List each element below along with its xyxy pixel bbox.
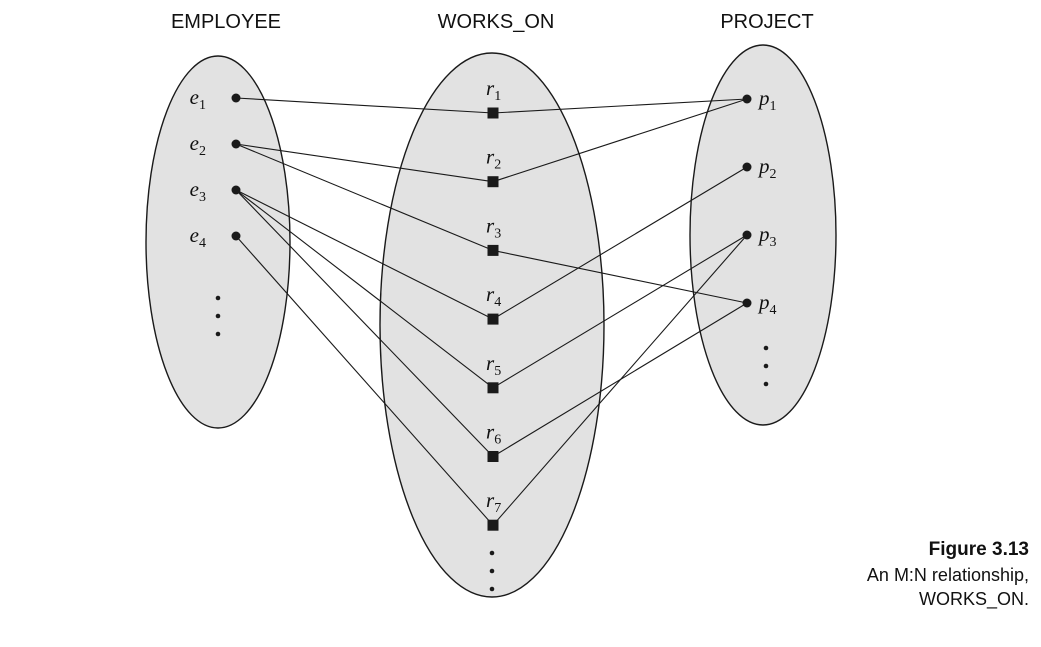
relationship-instance-r3: [487, 244, 499, 256]
figure-caption: Figure 3.13 An M:N relationship, WORKS_O…: [829, 537, 1029, 611]
project-more-dot: [763, 363, 769, 369]
relationship-instance-r1: [487, 107, 499, 119]
employee-e4-node: [231, 231, 241, 241]
p4-label: p4: [757, 290, 777, 318]
p2-label: p2: [757, 154, 777, 182]
link-e3-r5: [235, 189, 494, 389]
r5-label: r5: [486, 351, 501, 379]
link-r5-p3: [492, 234, 748, 389]
link-r1-p1: [492, 98, 748, 114]
project-more-dot: [763, 381, 769, 387]
relationship-instance-r4: [487, 313, 499, 325]
project-more-dot: [763, 345, 769, 351]
employee-e1-node: [231, 93, 241, 103]
project-p1-node: [742, 94, 752, 104]
project-p4-node: [742, 298, 752, 308]
project-p2-node: [742, 162, 752, 172]
e2-label: e2: [190, 131, 206, 159]
employee-set-title: EMPLOYEE: [171, 11, 281, 33]
link-r2-p1: [492, 98, 748, 183]
link-r4-p2: [492, 166, 748, 320]
e4-label: e4: [190, 223, 206, 251]
works-on-set-title: WORKS_ON: [438, 11, 555, 33]
works-on-set-ellipse: [379, 52, 605, 598]
link-r3-p4: [492, 249, 748, 304]
r2-label: r2: [486, 145, 501, 173]
link-e2-r2: [235, 143, 494, 183]
r4-label: r4: [486, 282, 501, 310]
works-on-more-dot: [489, 586, 495, 592]
employee-e3-node: [231, 185, 241, 195]
employee-more-dot: [215, 331, 221, 337]
r3-label: r3: [486, 213, 501, 241]
project-set-title: PROJECT: [720, 11, 813, 33]
r7-label: r7: [486, 488, 501, 516]
e3-label: e3: [190, 177, 206, 205]
link-e1-r1: [235, 97, 494, 114]
relationship-instance-r5: [487, 382, 499, 394]
link-e3-r4: [235, 189, 494, 320]
relationship-instance-r7: [487, 519, 499, 531]
r6-label: r6: [486, 420, 501, 448]
employee-more-dot: [215, 313, 221, 319]
figure-description: An M:N relationship, WORKS_ON.: [866, 565, 1029, 609]
employee-more-dot: [215, 295, 221, 301]
e1-label: e1: [190, 85, 206, 113]
works-on-more-dot: [489, 550, 495, 556]
link-r7-p3: [492, 234, 748, 526]
r1-label: r1: [486, 76, 501, 104]
link-e3-r6: [235, 189, 494, 457]
link-e2-r3: [235, 143, 494, 251]
relationship-instance-r6: [487, 451, 499, 462]
figure-number: Figure 3.13: [928, 539, 1029, 560]
link-e4-r7: [235, 235, 494, 526]
p1-label: p1: [757, 86, 777, 114]
p3-label: p3: [757, 222, 777, 250]
relationship-instance-r2: [487, 176, 499, 188]
employee-e2-node: [231, 139, 241, 149]
works-on-more-dot: [489, 568, 495, 574]
project-p3-node: [742, 230, 752, 240]
employee-set-ellipse: [145, 55, 291, 429]
project-set-ellipse: [689, 44, 837, 426]
